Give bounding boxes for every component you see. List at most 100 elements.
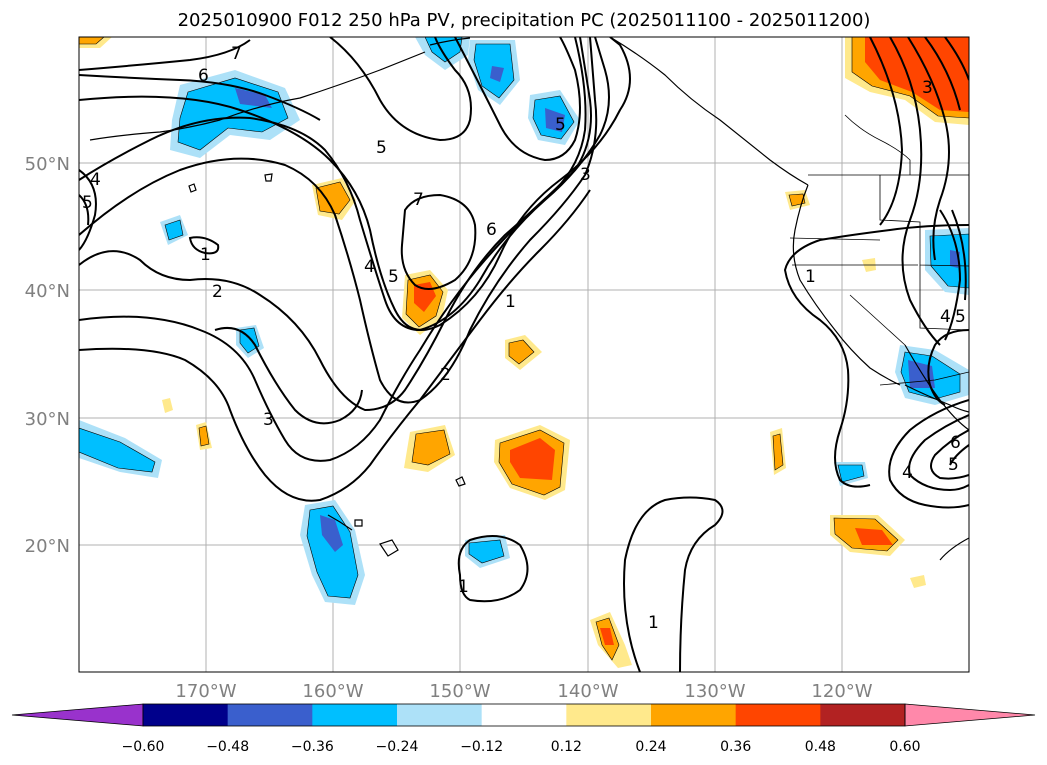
- lat-label-20n: 20°N: [25, 536, 70, 557]
- pv-contour-ne-c: [944, 37, 969, 81]
- precipitation-anomaly-layer: [79, 37, 969, 668]
- colorbar-tick-label: −0.48: [206, 739, 249, 755]
- state-borders-2: [789, 237, 881, 241]
- contour-label: 3: [580, 165, 591, 185]
- contour-label: 1: [458, 577, 469, 597]
- negative-anomaly-west-edge: [79, 420, 162, 478]
- coastlines: [89, 37, 969, 561]
- pv-contour-ne-d: [889, 37, 941, 346]
- pv-contour-east-c: [908, 414, 969, 492]
- hawaii-chain: [327, 514, 353, 531]
- pv-contour-6-north: [454, 37, 581, 162]
- colorbar-tick-label: 0.12: [551, 739, 582, 755]
- contour-label: 4: [902, 463, 913, 483]
- positive-anomaly-north-1: [312, 178, 356, 220]
- colorbar-tick-label: −0.12: [460, 739, 503, 755]
- contour-label: 7: [231, 44, 242, 64]
- pv-contour-1-south-closed: [457, 535, 529, 603]
- pv-contour-east-e: [949, 444, 969, 466]
- pv-contour-3b: [214, 326, 363, 425]
- pv-contour-6: [79, 74, 321, 121]
- contour-label: 5: [376, 138, 387, 158]
- colorbar: −0.60 −0.48 −0.36 −0.24 −0.12 0.12 0.24 0.36 0.4…: [11, 703, 1036, 755]
- pv-contour-1-closed: [188, 236, 220, 255]
- negative-anomaly-gulf-alaska-2: [528, 90, 580, 145]
- contour-label: 6: [950, 433, 961, 453]
- pv-contour-7-closed: [400, 193, 477, 290]
- lat-label-40n: 40°N: [25, 281, 70, 302]
- contour-label: 5: [555, 115, 566, 135]
- positive-anomaly-small-2: [770, 428, 786, 475]
- contour-label: 3: [263, 410, 274, 430]
- negative-anomaly-small-4: [834, 462, 868, 486]
- contour-label: 4: [940, 307, 951, 327]
- lat-label-30n: 30°N: [25, 409, 70, 430]
- colorbar-segment: [481, 704, 567, 726]
- positive-anomaly-south: [590, 612, 632, 668]
- pv-contour-east-f: [939, 209, 962, 341]
- pv-contour-1: [79, 37, 587, 462]
- pv-contour-1b: [79, 189, 591, 502]
- positive-anomaly-small-5: [79, 37, 112, 48]
- lon-label-170w: 170°W: [175, 681, 236, 702]
- negative-anomaly-small-1: [160, 215, 188, 245]
- contour-label: 1: [200, 245, 211, 265]
- baja-coast: [904, 384, 969, 413]
- pv-contour-5-west: [79, 194, 90, 226]
- map-frame: [78, 36, 970, 673]
- contour-label: 2: [440, 365, 451, 385]
- pv-contour-ne-a: [907, 37, 950, 261]
- lat-label-50n: 50°N: [25, 154, 70, 175]
- colorbar-tick-label: 0.24: [635, 739, 666, 755]
- positive-anomaly-northeast-corner: [845, 37, 969, 125]
- contour-label: 4: [364, 257, 375, 277]
- oahu: [354, 519, 363, 527]
- pv-contour-4-west: [79, 169, 97, 251]
- contour-label: 6: [486, 220, 497, 240]
- colorbar-segment: [397, 704, 483, 726]
- pv-contour-1-east: [783, 224, 969, 488]
- pv-contour-east-g: [951, 209, 967, 301]
- map-title: 2025010900 F012 250 hPa PV, precipitatio…: [178, 10, 871, 31]
- colorbar-frame: [142, 703, 906, 727]
- contour-label: 1: [648, 613, 659, 633]
- colorbar-segment: [143, 704, 229, 726]
- colorbar-extend-max: [904, 703, 1036, 727]
- alaska-bc-coast: [609, 37, 809, 186]
- positive-anomaly-small-6: [162, 258, 926, 588]
- negative-anomaly-aleutians: [170, 70, 300, 158]
- ca-nv-border: [849, 294, 906, 346]
- positive-anomaly-small-4: [196, 422, 212, 450]
- contour-label: 6: [198, 66, 209, 86]
- contour-label: 4: [90, 170, 101, 190]
- colorbar-segment: [227, 704, 313, 726]
- lon-label-120w: 120°W: [811, 681, 872, 702]
- contour-label: 5: [82, 193, 93, 213]
- colorbar-tick-label: −0.36: [291, 739, 334, 755]
- state-borders-4: [919, 265, 969, 331]
- pv-contour-3: [79, 37, 598, 404]
- latitude-labels: 50°N 40°N 30°N 20°N: [25, 154, 70, 557]
- colorbar-segment: [820, 704, 906, 726]
- aleutian-arc: [89, 51, 426, 141]
- contour-label: 7: [413, 190, 424, 210]
- island-3: [455, 476, 466, 487]
- mexico-coast: [904, 344, 969, 431]
- lon-label-140w: 140°W: [557, 681, 618, 702]
- pv-contour-east-d: [930, 429, 969, 480]
- contour-label: 1: [805, 267, 816, 287]
- us-mexico-border: [879, 371, 969, 386]
- hawaii-big-island: [379, 539, 399, 557]
- pv-contour-1-south: [623, 496, 724, 672]
- contour-labels: 7 6 5 4 5 1 2 3 5 4 7 6 5 2 1 3 1 1 1 4: [82, 44, 966, 633]
- contour-label: 5: [955, 307, 966, 327]
- positive-anomaly-east-1: [830, 515, 905, 556]
- island-2: [188, 183, 197, 193]
- lon-label-160w: 160°W: [302, 681, 363, 702]
- pv-contour-ne-e: [869, 37, 904, 226]
- pv-contour-7: [79, 39, 251, 71]
- pv-contour-5-north: [329, 37, 472, 142]
- pv-contours: [79, 37, 969, 672]
- colorbar-segment: [312, 704, 398, 726]
